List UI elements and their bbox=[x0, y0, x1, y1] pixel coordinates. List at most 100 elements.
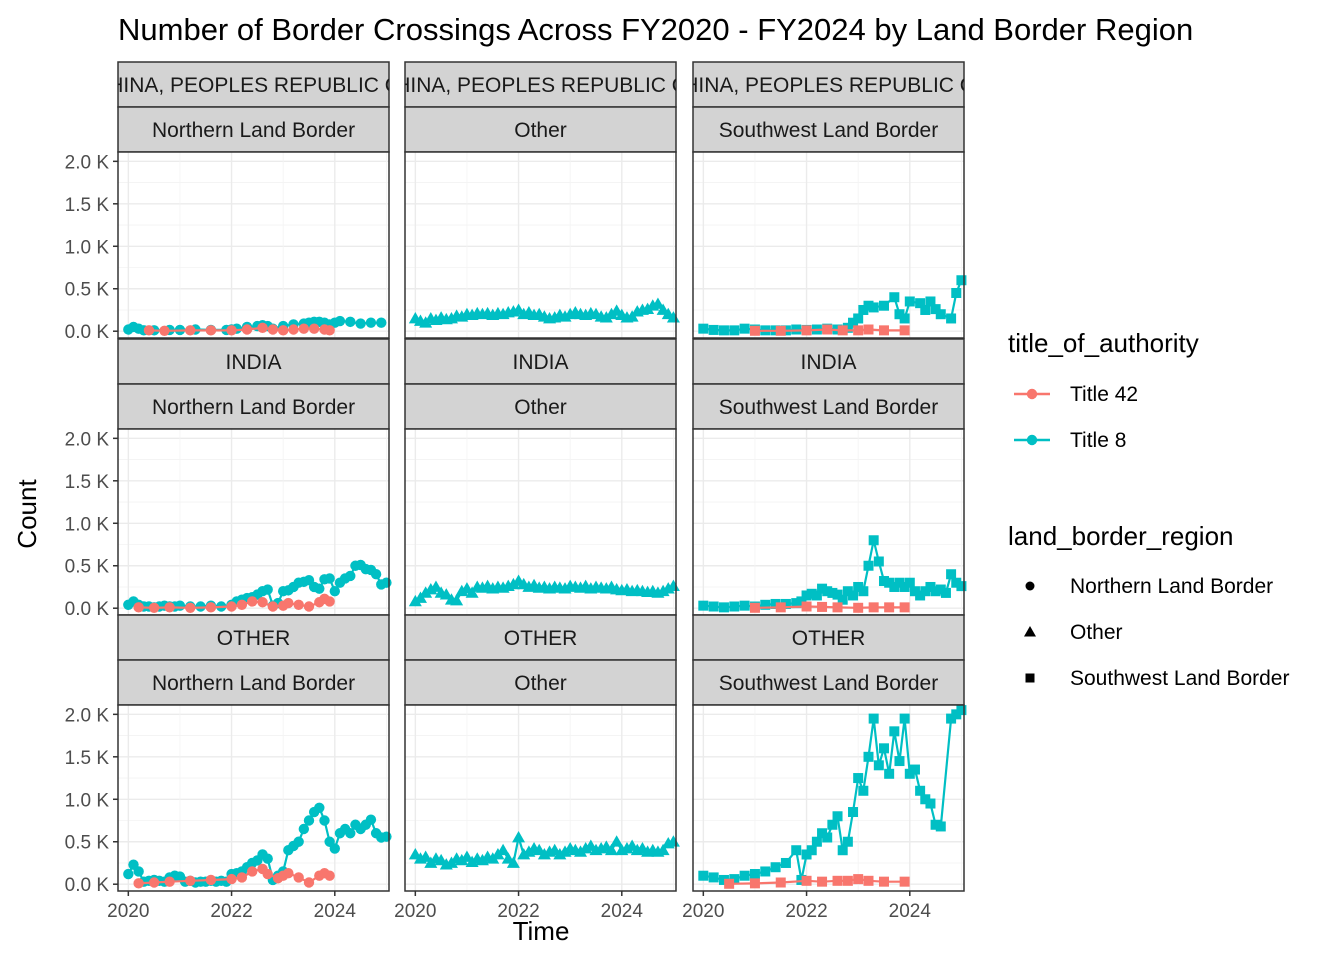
data-point bbox=[236, 599, 248, 611]
data-point bbox=[832, 875, 843, 886]
panel-background bbox=[118, 152, 389, 338]
data-point bbox=[956, 275, 967, 286]
legend-shape-title: land_border_region bbox=[1008, 521, 1234, 551]
data-point bbox=[837, 845, 848, 856]
series-title-8 bbox=[698, 705, 967, 885]
data-point bbox=[159, 325, 170, 336]
legend-color-items: Title 42 Title 8 bbox=[1014, 383, 1138, 452]
data-point bbox=[811, 590, 822, 601]
data-point bbox=[842, 586, 853, 597]
data-point bbox=[381, 577, 392, 588]
data-point bbox=[419, 850, 433, 862]
row-strip bbox=[404, 338, 677, 385]
data-point bbox=[749, 325, 760, 336]
data-point bbox=[718, 874, 729, 885]
legend-key-title-8: Title 8 bbox=[1014, 429, 1126, 452]
col-strip bbox=[404, 383, 677, 430]
data-point bbox=[930, 586, 941, 597]
data-point bbox=[324, 325, 335, 336]
data-point bbox=[817, 876, 828, 887]
data-point bbox=[148, 877, 160, 888]
data-point bbox=[940, 587, 951, 598]
data-point bbox=[878, 576, 889, 587]
y-tick-label: 0.0 K bbox=[65, 322, 110, 343]
y-tick-label: 2.0 K bbox=[65, 705, 110, 726]
data-point bbox=[283, 597, 294, 609]
data-point bbox=[324, 596, 335, 607]
row-strip bbox=[117, 338, 390, 385]
legend-shape-southwest-land-border: Southwest Land Border bbox=[1025, 667, 1289, 690]
data-point bbox=[267, 324, 279, 335]
col-strip-label: Other bbox=[514, 672, 567, 695]
data-point bbox=[899, 876, 910, 887]
col-strip bbox=[117, 383, 390, 430]
series-title-8 bbox=[698, 535, 967, 613]
data-point bbox=[345, 316, 356, 328]
data-point bbox=[133, 878, 144, 889]
facet-india-northern-land-border: INDIA Northern Land Border 0.0 K 0.5 K 1.0 K… bbox=[65, 338, 392, 620]
legend: title_of_authority Title 42 Title 8 land_… bbox=[1008, 328, 1289, 690]
data-point bbox=[429, 580, 443, 592]
data-point bbox=[884, 602, 895, 613]
data-point bbox=[925, 296, 936, 307]
data-point bbox=[262, 584, 273, 595]
data-point bbox=[889, 726, 900, 737]
facet-china-peoples-republic-of-northern-land-border: CHINA, PEOPLES REPUBLIC OF Northern Land … bbox=[65, 61, 390, 343]
series-title-42 bbox=[133, 593, 335, 613]
data-point bbox=[853, 602, 864, 613]
data-point bbox=[656, 843, 670, 856]
data-point bbox=[506, 856, 520, 868]
row-strip-label: CHINA, PEOPLES REPUBLIC OF bbox=[668, 74, 989, 97]
col-strip bbox=[404, 106, 677, 153]
data-point bbox=[915, 590, 926, 601]
y-tick-label: 1.5 K bbox=[65, 472, 110, 493]
legend-color-title: title_of_authority bbox=[1008, 328, 1199, 358]
facet-other-northern-land-border: OTHER Northern Land Border 0.0 K 0.5 K 1.0 K… bbox=[65, 614, 392, 922]
data-point bbox=[775, 877, 786, 888]
data-point bbox=[837, 325, 848, 336]
data-point bbox=[724, 878, 735, 889]
data-point bbox=[863, 300, 874, 311]
data-point bbox=[303, 877, 315, 888]
row-strip-label: INDIA bbox=[512, 351, 568, 374]
data-point bbox=[822, 586, 833, 597]
data-point bbox=[381, 831, 392, 842]
col-strip-label: Northern Land Border bbox=[152, 396, 355, 419]
data-point bbox=[708, 601, 719, 612]
data-point bbox=[698, 870, 709, 881]
facet-china-peoples-republic-of-southwest-land-border: CHINA, PEOPLES REPUBLIC OF Southwest Land… bbox=[668, 61, 989, 339]
data-point bbox=[205, 325, 217, 336]
data-point bbox=[303, 601, 315, 612]
row-strip-label: INDIA bbox=[225, 351, 281, 374]
data-point bbox=[853, 581, 864, 592]
series-title-42 bbox=[724, 874, 910, 889]
data-point bbox=[718, 325, 729, 336]
series-title-42 bbox=[749, 324, 910, 336]
x-tick-label: 2024 bbox=[314, 901, 357, 922]
data-point bbox=[858, 304, 869, 315]
data-point bbox=[698, 600, 709, 611]
data-point bbox=[811, 836, 822, 847]
data-point bbox=[853, 874, 864, 885]
row-strip bbox=[404, 61, 677, 108]
data-point bbox=[868, 713, 879, 724]
data-point bbox=[298, 323, 310, 334]
data-point bbox=[329, 586, 340, 597]
data-point bbox=[904, 296, 915, 307]
col-strip bbox=[692, 106, 965, 153]
col-strip-label: Southwest Land Border bbox=[719, 119, 938, 142]
data-point bbox=[806, 845, 817, 856]
data-point bbox=[739, 323, 750, 334]
legend-shape-label: Southwest Land Border bbox=[1070, 667, 1289, 690]
legend-shape-label: Other bbox=[1070, 621, 1123, 644]
data-point bbox=[123, 868, 134, 880]
series-title-42 bbox=[143, 322, 335, 336]
data-point bbox=[801, 849, 812, 860]
data-point bbox=[832, 589, 843, 600]
data-point bbox=[185, 325, 196, 336]
data-point bbox=[760, 866, 771, 877]
data-point bbox=[226, 325, 237, 336]
col-strip bbox=[404, 659, 677, 706]
data-point bbox=[739, 600, 750, 611]
data-point bbox=[365, 814, 377, 825]
